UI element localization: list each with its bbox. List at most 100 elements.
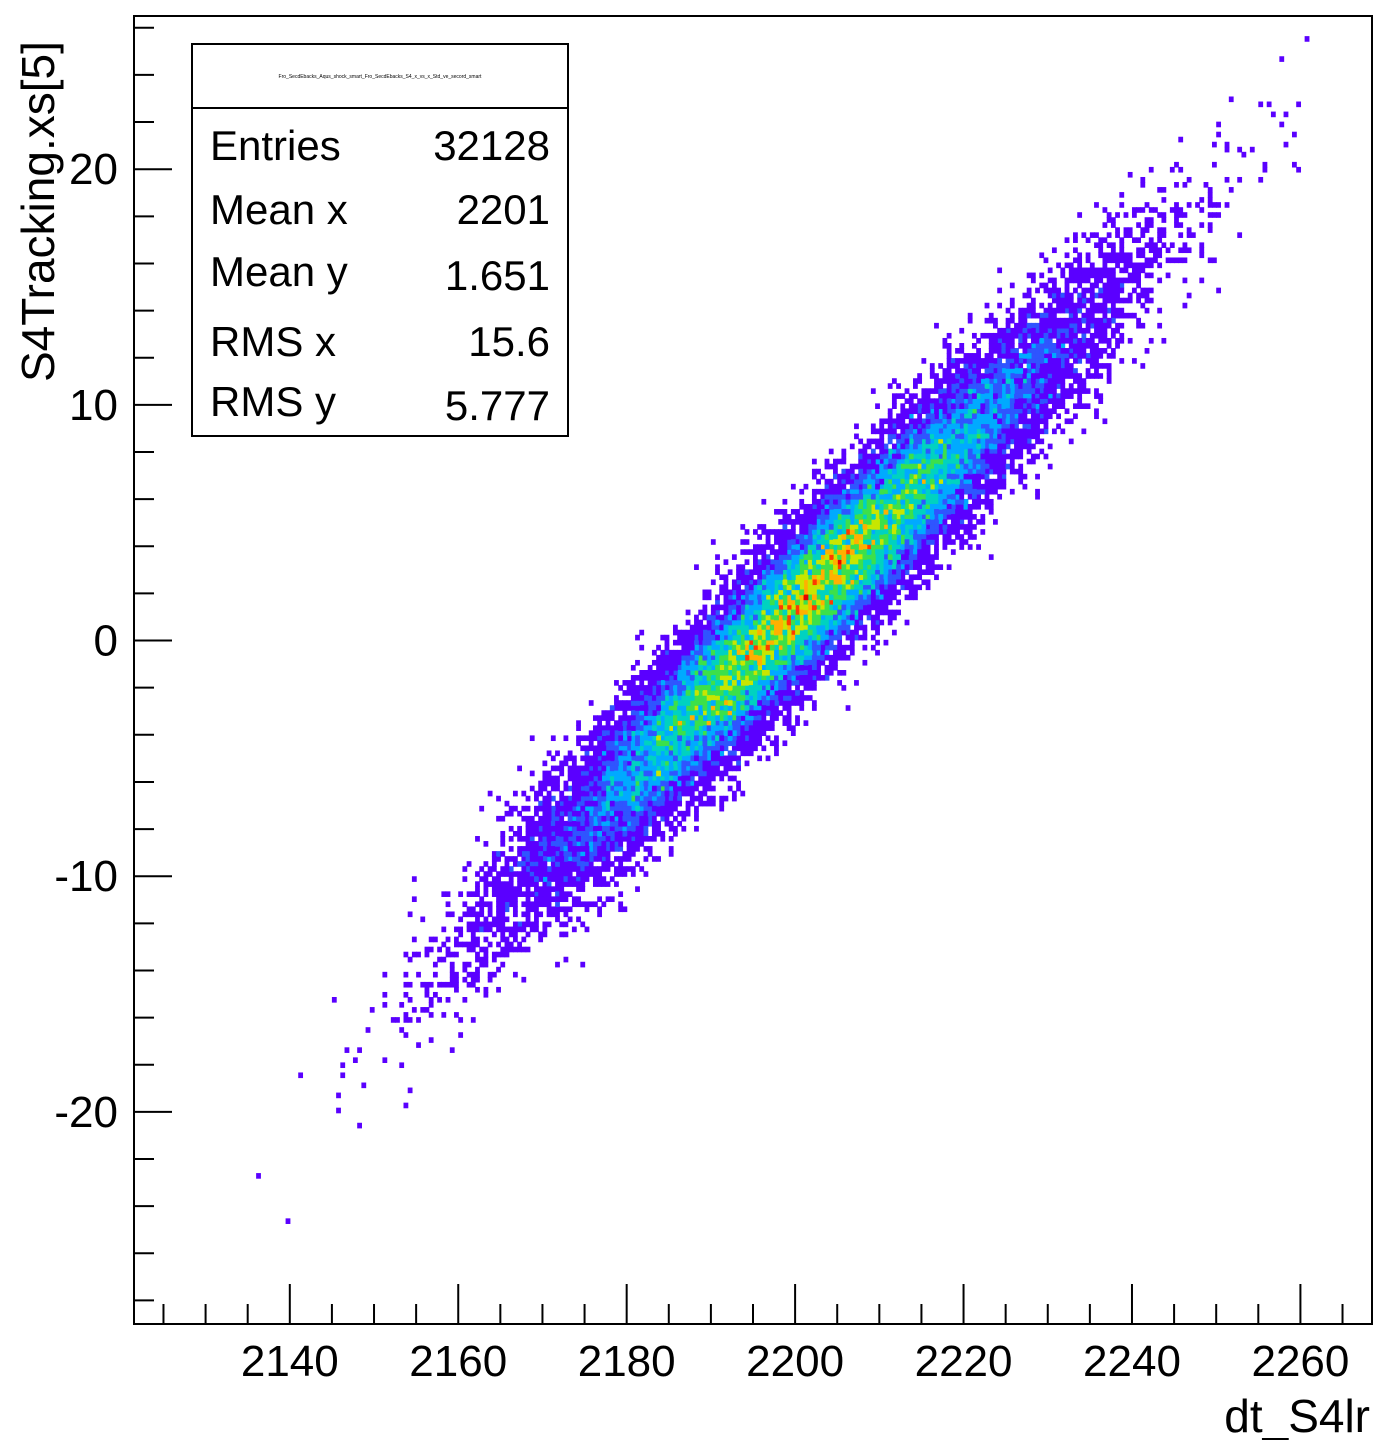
heatmap-cell (1068, 292, 1074, 299)
heatmap-cell (479, 906, 485, 913)
heatmap-cell (858, 483, 864, 490)
heatmap-cell (938, 418, 944, 425)
heatmap-cell (984, 453, 990, 460)
heatmap-cell (993, 388, 998, 394)
heatmap-cell (971, 443, 977, 450)
heatmap-cell (765, 690, 771, 696)
heatmap-cell (778, 649, 784, 656)
heatmap-cell (917, 423, 923, 430)
heatmap-cell (689, 700, 695, 706)
heatmap-cell (820, 619, 826, 626)
heatmap-cell (896, 413, 901, 420)
heatmap-cell (955, 448, 960, 455)
heatmap-cell (571, 755, 577, 762)
heatmap-cell (833, 594, 838, 601)
heatmap-cell (795, 564, 800, 570)
heatmap-cell (1115, 262, 1120, 269)
heatmap-cell (938, 408, 944, 415)
heatmap-cell (870, 564, 876, 570)
heatmap-cell (656, 820, 661, 827)
heatmap-cell (1106, 232, 1112, 238)
heatmap-cell (710, 720, 716, 726)
heatmap-cell (997, 378, 1003, 384)
heatmap-cell (744, 730, 750, 736)
heatmap-cell (555, 765, 560, 772)
heatmap-cell (807, 675, 813, 681)
heatmap-cell (790, 584, 796, 591)
heatmap-cell (993, 408, 998, 415)
heatmap-cell (651, 700, 657, 706)
heatmap-cell (672, 720, 678, 726)
heatmap-cell (660, 670, 666, 676)
heatmap-cell (929, 373, 935, 379)
heatmap-cell (790, 609, 796, 616)
heatmap-cell (727, 690, 733, 696)
heatmap-cell (778, 559, 784, 565)
heatmap-cell (605, 815, 611, 822)
heatmap-cell (967, 483, 973, 490)
heatmap-cell (1035, 343, 1040, 349)
heatmap-cell (887, 498, 893, 505)
heatmap-cell (790, 524, 796, 530)
heatmap-cell (938, 413, 944, 420)
heatmap-cell (1081, 388, 1087, 394)
heatmap-cell (761, 634, 767, 641)
heatmap-cell (769, 549, 775, 555)
heatmap-cell (534, 911, 539, 918)
heatmap-cell (1115, 322, 1120, 329)
heatmap-cell (891, 453, 897, 460)
heatmap-cell (491, 881, 497, 887)
heatmap-cell (710, 644, 716, 651)
heatmap-cell (618, 856, 624, 862)
heatmap-cell (778, 624, 784, 631)
heatmap-cell (584, 780, 590, 787)
heatmap-cell (715, 649, 720, 656)
heatmap-cell (719, 680, 725, 686)
heatmap-cell (635, 775, 640, 782)
heatmap-cell (601, 790, 607, 797)
heatmap-cell (913, 488, 918, 495)
heatmap-cell (719, 730, 725, 736)
heatmap-cell (891, 584, 897, 591)
heatmap-cell (668, 851, 674, 857)
heatmap-cell (774, 539, 779, 545)
heatmap-cell (883, 443, 889, 450)
heatmap-cell (950, 388, 956, 394)
heatmap-cell (1005, 403, 1011, 409)
heatmap-cell (904, 483, 910, 490)
heatmap-cell (1009, 398, 1015, 404)
heatmap-cell (891, 458, 897, 465)
heatmap-cell (934, 388, 939, 394)
heatmap-cell (487, 901, 493, 908)
heatmap-cell (955, 393, 960, 399)
heatmap-cell (997, 368, 1003, 374)
heatmap-cell (723, 624, 729, 631)
heatmap-cell (1119, 287, 1125, 294)
heatmap-cell (605, 770, 611, 777)
heatmap-cell (765, 579, 771, 586)
heatmap-cell (1207, 187, 1213, 193)
heatmap-cell (382, 991, 388, 998)
heatmap-cell (765, 609, 771, 616)
heatmap-cell (761, 579, 767, 586)
heatmap-cell (647, 765, 653, 772)
heatmap-cell (668, 740, 674, 747)
heatmap-cell (816, 639, 821, 646)
heatmap-cell (592, 815, 598, 822)
heatmap-cell (875, 463, 880, 470)
heatmap-cell (668, 715, 674, 721)
heatmap-cell (601, 851, 607, 857)
heatmap-cell (534, 851, 539, 857)
heatmap-cell (803, 589, 809, 596)
heatmap-cell (1077, 307, 1083, 314)
heatmap-cell (546, 866, 552, 872)
heatmap-cell (622, 805, 628, 812)
heatmap-cell (677, 820, 683, 827)
heatmap-cell (824, 589, 830, 596)
heatmap-cell (934, 438, 939, 445)
heatmap-cell (715, 569, 720, 576)
heatmap-cell (934, 554, 939, 560)
heatmap-cell (917, 408, 923, 415)
heatmap-cell (908, 428, 914, 435)
heatmap-cell (816, 619, 821, 626)
